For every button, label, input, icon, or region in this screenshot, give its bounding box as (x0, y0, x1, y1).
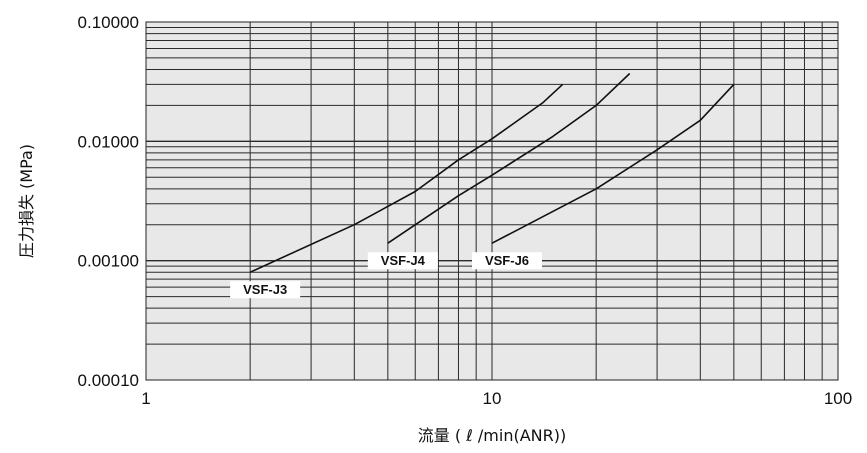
plot-frame (145, 21, 839, 381)
x-tick-label: 1 (141, 389, 150, 408)
y-tick-label: 0.01000 (78, 132, 139, 151)
x-axis-title: 流量 ( ℓ /min(ANR)) (418, 426, 566, 445)
y-tick-label: 0.10000 (78, 13, 139, 32)
series-label-bg (367, 252, 438, 270)
series-label: VSF-J3 (243, 282, 287, 297)
series-label: VSF-J4 (381, 253, 426, 268)
x-tick-label: 100 (824, 389, 852, 408)
series-label-bg (230, 281, 301, 299)
series-lines (249, 72, 735, 273)
y-tick-label: 0.00010 (78, 371, 139, 390)
grid (146, 22, 838, 380)
series-label-bg (472, 252, 542, 270)
series-label: VSF-J6 (485, 253, 529, 268)
series-labels: VSF-J3 VSF-J4 VSF-J6 (230, 252, 542, 299)
y-tick-label: 0.00100 (78, 252, 139, 271)
series-line (387, 72, 631, 244)
x-tick-label: 10 (483, 389, 502, 408)
y-axis-title: 圧力損失 (MPa) (17, 144, 36, 258)
series-line (249, 83, 564, 273)
series-line (491, 83, 735, 244)
